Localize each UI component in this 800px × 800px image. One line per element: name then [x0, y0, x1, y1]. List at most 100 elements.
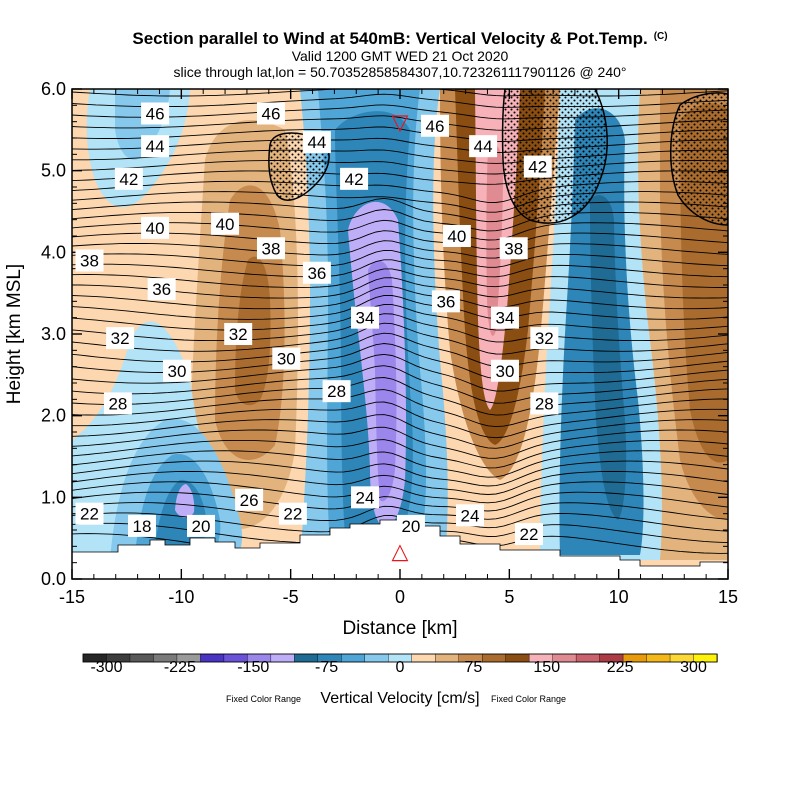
- contour-label: 34: [490, 306, 519, 329]
- isentrope-line: [72, 304, 728, 331]
- colorbar-title: Vertical Velocity [cm/s]: [320, 690, 480, 707]
- contour-label-box: [302, 261, 331, 284]
- isentrope-line: [72, 439, 728, 469]
- contour-label: 20: [396, 514, 425, 537]
- y-tick-label: 3.0: [41, 324, 66, 344]
- contour-label: 44: [141, 135, 170, 158]
- contour-label-box: [256, 237, 285, 260]
- colorbar-tick-label: 75: [464, 659, 483, 676]
- top-marker: ▽: [392, 111, 409, 136]
- contour-label: 28: [530, 392, 559, 415]
- contour-label-text: 44: [474, 137, 493, 156]
- contour-label-box: [114, 167, 143, 190]
- isentrope-line: [72, 295, 728, 320]
- y-tick-label: 4.0: [41, 242, 66, 262]
- terrain: [72, 519, 728, 579]
- contour-label-box: [442, 225, 471, 247]
- contour-label-box: [302, 131, 331, 154]
- isentrope-line: [72, 259, 728, 278]
- isentrope-line: [72, 149, 728, 164]
- contour-label-text: 22: [283, 505, 302, 524]
- contour-label-text: 44: [307, 133, 326, 152]
- contour-label-text: 28: [535, 394, 554, 413]
- contour-label: 46: [141, 102, 170, 125]
- contour-label-text: 24: [461, 506, 480, 525]
- stipple-region-center: [501, 89, 608, 224]
- contour-label: 42: [523, 155, 552, 178]
- isentrope-line: [72, 219, 728, 241]
- y-tick-label: 1.0: [41, 487, 66, 507]
- isentrope-line: [72, 240, 728, 259]
- contour-label-box: [147, 278, 176, 301]
- contour-label: 20: [187, 514, 216, 537]
- downdraft-right-inner: [590, 195, 627, 521]
- isentrope-line: [72, 389, 728, 428]
- contour-label-text: 46: [146, 105, 165, 124]
- x-tick-label: 5: [504, 587, 514, 607]
- colorbar-tick-label: 225: [606, 659, 634, 676]
- contour-label-text: 30: [277, 350, 296, 369]
- x-tick-label: 10: [609, 587, 629, 607]
- contour-label-box: [256, 102, 285, 125]
- colorbar-tick-label: 150: [533, 659, 561, 676]
- contour-label-box: [530, 392, 559, 415]
- contour-label: 28: [322, 380, 351, 403]
- contour-label: 42: [114, 167, 143, 190]
- isentrope-line: [72, 126, 728, 142]
- y-axis-label: Height [km MSL]: [4, 264, 25, 404]
- isentrope-line: [72, 353, 728, 392]
- contour-label-text: 42: [119, 170, 138, 189]
- contour-label-box: [278, 502, 307, 525]
- y-tick-label: 5.0: [41, 161, 66, 181]
- contour-label-text: 36: [152, 280, 171, 299]
- contour-label-box: [340, 167, 369, 190]
- contour-label-text: 30: [495, 362, 514, 381]
- colorbar-tick-label: -75: [315, 659, 339, 676]
- contour-labels: 46 46 46 44 44 44 42 42 42 40 40 40 38 38 38 36 36 36 34 34…: [75, 102, 559, 546]
- isentrope-line: [72, 160, 728, 175]
- contour-label: 32: [530, 327, 559, 350]
- contour-label: 36: [302, 261, 331, 284]
- contour-label-text: 38: [80, 252, 99, 271]
- contour-label-box: [106, 327, 135, 350]
- contour-label-box: [141, 216, 170, 239]
- isentrope-line: [72, 377, 728, 416]
- contour-label: 32: [224, 323, 253, 345]
- chart-title: Section parallel to Wind at 540mB: Verti…: [132, 29, 668, 48]
- contour-label-box: [490, 306, 519, 329]
- contour-label-text: 42: [345, 170, 364, 189]
- contour-label: 42: [340, 167, 369, 190]
- contour-label-box: [469, 135, 498, 158]
- contour-label-box: [162, 359, 191, 382]
- contour-label-box: [235, 488, 264, 511]
- contour-label-box: [431, 290, 460, 313]
- contour-label: 38: [499, 237, 528, 260]
- axis-ticks: -15 -10 -5 0 5 10 15 0.0 1.0 2.0 3.0 4.0 5.0 6.0: [41, 79, 738, 607]
- isentrope-line: [72, 197, 728, 223]
- contour-label-box: [455, 504, 484, 527]
- plot-area: [72, 89, 728, 579]
- contour-label: 24: [351, 486, 380, 509]
- contour-label-box: [272, 347, 301, 370]
- isentrope-line: [72, 104, 728, 120]
- colorbar-tick-label: 0: [395, 659, 405, 676]
- colorbar-frame: [82, 653, 718, 663]
- contour-label-text: 32: [229, 325, 248, 344]
- isentrope-line: [72, 209, 728, 232]
- contour-label-text: 34: [356, 309, 375, 328]
- isentrope-line: [72, 481, 728, 504]
- contour-label-text: 22: [80, 505, 99, 524]
- contour-label: 22: [515, 523, 544, 546]
- contour-label-text: 40: [447, 227, 466, 246]
- contour-label-box: [127, 514, 156, 537]
- isentrope-line: [72, 268, 728, 288]
- contour-label-box: [515, 523, 544, 546]
- contour-label: 38: [75, 249, 104, 272]
- isentrope-line: [72, 401, 728, 439]
- contour-label-box: [523, 155, 552, 178]
- contour-label-text: 36: [436, 292, 455, 311]
- contour-label-box: [351, 306, 380, 329]
- contour-label: 22: [75, 502, 104, 525]
- isentrope-line: [72, 426, 728, 459]
